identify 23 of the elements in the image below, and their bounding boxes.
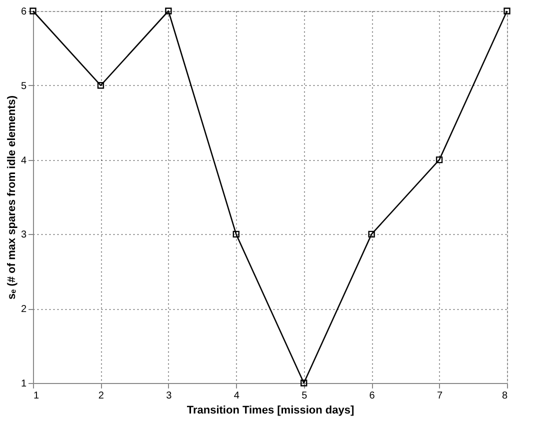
- point: [232, 230, 240, 238]
- point: [368, 230, 375, 238]
- point: [97, 82, 104, 89]
- x-tick-label: 8: [502, 390, 508, 402]
- y-tick-label: 4: [20, 155, 27, 166]
- x-tick-label: 5: [302, 390, 308, 402]
- x-tick-label: 4: [234, 390, 240, 402]
- x-axis-title: Transition Times [mission days]: [186, 404, 354, 416]
- point: [165, 8, 172, 14]
- y-tick-label: 1: [20, 378, 27, 390]
- point: [436, 156, 443, 164]
- y-tick-label: 6: [20, 6, 27, 18]
- x-tick-label: 3: [166, 390, 172, 402]
- point: [300, 380, 308, 386]
- y-tick-label: 2: [20, 304, 27, 316]
- x-tick-label: 2: [98, 390, 104, 402]
- x-tick-label: 7: [437, 390, 444, 402]
- y-axis-title: sₑ (# of max spares from idle elements): [6, 95, 18, 300]
- x-tick-label: 6: [369, 390, 376, 402]
- y-tick-label: 3: [20, 230, 27, 241]
- x-tick-label: 1: [34, 390, 40, 402]
- y-tick-label: 5: [20, 80, 27, 92]
- point: [504, 8, 510, 14]
